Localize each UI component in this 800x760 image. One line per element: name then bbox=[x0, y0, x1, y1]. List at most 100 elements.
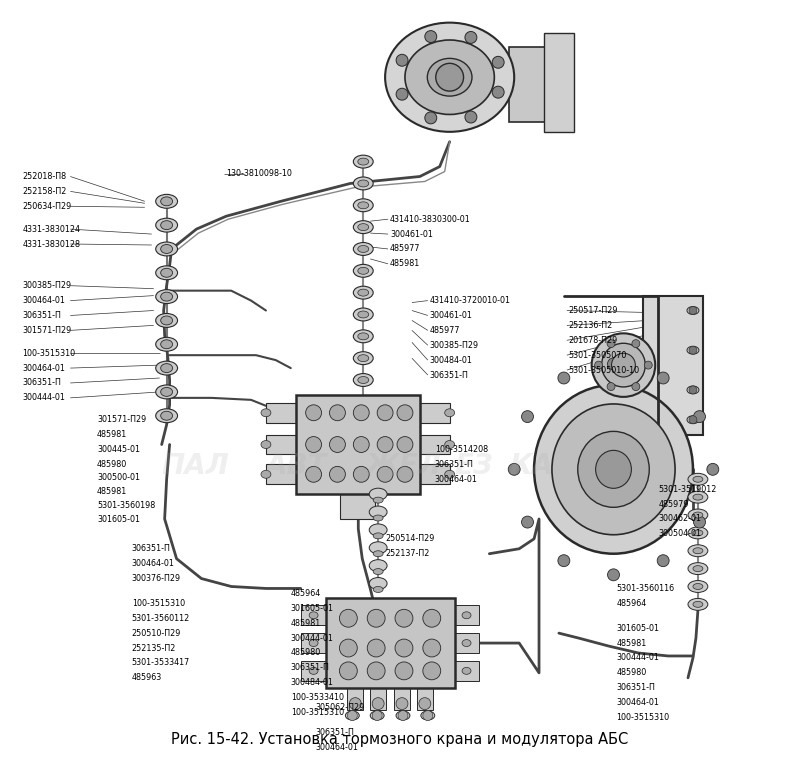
Bar bbox=[266, 403, 296, 423]
Ellipse shape bbox=[354, 352, 373, 365]
Bar bbox=[454, 606, 479, 625]
Text: 485977: 485977 bbox=[430, 326, 460, 335]
Ellipse shape bbox=[421, 711, 434, 720]
Text: 5301-3505010-10: 5301-3505010-10 bbox=[569, 366, 640, 375]
Ellipse shape bbox=[693, 601, 703, 607]
Bar bbox=[544, 33, 574, 131]
Ellipse shape bbox=[354, 199, 373, 212]
Circle shape bbox=[425, 30, 437, 43]
Ellipse shape bbox=[462, 667, 471, 674]
Ellipse shape bbox=[405, 40, 494, 115]
Text: 250510-П29: 250510-П29 bbox=[132, 629, 182, 638]
Text: 306351-П: 306351-П bbox=[22, 378, 62, 388]
Ellipse shape bbox=[370, 488, 387, 500]
Bar bbox=[370, 688, 386, 710]
Ellipse shape bbox=[358, 289, 369, 296]
Circle shape bbox=[395, 610, 413, 627]
Circle shape bbox=[594, 361, 602, 369]
Circle shape bbox=[689, 416, 697, 423]
Ellipse shape bbox=[156, 337, 178, 351]
Ellipse shape bbox=[354, 330, 373, 343]
Circle shape bbox=[658, 555, 669, 567]
Circle shape bbox=[330, 467, 346, 483]
Text: 300464-01: 300464-01 bbox=[434, 475, 478, 484]
Text: 250517-П29: 250517-П29 bbox=[569, 306, 618, 315]
Circle shape bbox=[602, 344, 646, 387]
Circle shape bbox=[522, 410, 534, 423]
Bar bbox=[454, 633, 479, 653]
Circle shape bbox=[492, 86, 504, 98]
Bar bbox=[417, 688, 433, 710]
Ellipse shape bbox=[693, 548, 703, 554]
Text: 301605-01: 301605-01 bbox=[290, 603, 334, 613]
Ellipse shape bbox=[578, 432, 650, 508]
Ellipse shape bbox=[396, 711, 410, 720]
Bar bbox=[296, 395, 420, 494]
Circle shape bbox=[396, 698, 408, 710]
Text: 485979: 485979 bbox=[658, 499, 689, 508]
Ellipse shape bbox=[161, 363, 173, 372]
Text: КА: КА bbox=[510, 452, 554, 480]
Ellipse shape bbox=[354, 308, 373, 321]
Ellipse shape bbox=[373, 533, 383, 539]
Circle shape bbox=[607, 340, 615, 347]
Circle shape bbox=[522, 516, 534, 528]
Circle shape bbox=[694, 410, 706, 423]
Ellipse shape bbox=[370, 506, 387, 518]
Ellipse shape bbox=[688, 598, 708, 610]
Ellipse shape bbox=[161, 316, 173, 325]
Bar bbox=[420, 435, 450, 454]
Ellipse shape bbox=[370, 559, 387, 572]
Circle shape bbox=[372, 711, 382, 720]
Circle shape bbox=[465, 31, 477, 43]
Text: 252137-П2: 252137-П2 bbox=[385, 549, 430, 559]
Circle shape bbox=[395, 662, 413, 679]
Text: 300484-01: 300484-01 bbox=[430, 356, 473, 365]
Ellipse shape bbox=[358, 355, 369, 362]
Circle shape bbox=[354, 436, 370, 452]
Circle shape bbox=[689, 347, 697, 354]
Text: 300504-01: 300504-01 bbox=[658, 530, 701, 538]
Text: 306351-П: 306351-П bbox=[290, 663, 330, 673]
Text: 485963: 485963 bbox=[132, 673, 162, 682]
Ellipse shape bbox=[687, 386, 699, 394]
Ellipse shape bbox=[693, 584, 703, 590]
Ellipse shape bbox=[687, 347, 699, 354]
Circle shape bbox=[658, 372, 669, 384]
Circle shape bbox=[592, 334, 655, 397]
Ellipse shape bbox=[354, 220, 373, 233]
Text: 485977: 485977 bbox=[390, 245, 421, 254]
Ellipse shape bbox=[358, 245, 369, 252]
Text: ЖЕЛ: ЖЕЛ bbox=[366, 452, 442, 480]
Circle shape bbox=[632, 382, 640, 391]
Ellipse shape bbox=[370, 542, 387, 554]
Text: 252135-П2: 252135-П2 bbox=[132, 644, 176, 653]
Ellipse shape bbox=[688, 581, 708, 593]
Ellipse shape bbox=[688, 509, 708, 521]
Text: 485981: 485981 bbox=[97, 430, 127, 439]
Ellipse shape bbox=[261, 441, 271, 448]
Text: 300500-01: 300500-01 bbox=[97, 473, 140, 482]
Circle shape bbox=[306, 467, 322, 483]
Circle shape bbox=[350, 698, 362, 710]
Text: 100-3514208: 100-3514208 bbox=[434, 445, 488, 454]
Ellipse shape bbox=[161, 220, 173, 230]
Circle shape bbox=[306, 436, 322, 452]
Text: 301571-П29: 301571-П29 bbox=[22, 326, 72, 335]
Ellipse shape bbox=[370, 524, 387, 536]
Circle shape bbox=[396, 88, 408, 100]
Ellipse shape bbox=[688, 562, 708, 575]
Bar bbox=[394, 688, 410, 710]
Ellipse shape bbox=[346, 711, 359, 720]
Ellipse shape bbox=[358, 223, 369, 230]
Circle shape bbox=[330, 405, 346, 421]
Ellipse shape bbox=[358, 180, 369, 187]
Ellipse shape bbox=[693, 494, 703, 500]
Ellipse shape bbox=[373, 497, 383, 503]
Circle shape bbox=[377, 405, 393, 421]
Ellipse shape bbox=[693, 530, 703, 536]
Circle shape bbox=[558, 372, 570, 384]
Circle shape bbox=[436, 63, 463, 91]
Ellipse shape bbox=[161, 411, 173, 420]
Circle shape bbox=[707, 464, 718, 475]
